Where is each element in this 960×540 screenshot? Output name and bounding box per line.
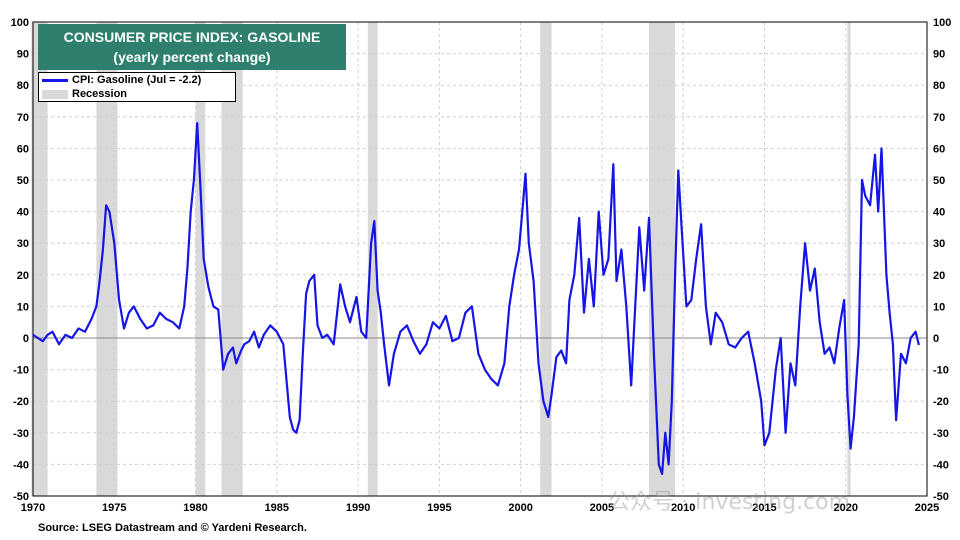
y-tick-label-right: -20 (933, 396, 949, 408)
chart-subtitle: (yearly percent change) (113, 49, 271, 65)
y-tick-label-left: 70 (17, 112, 29, 124)
watermark: 公众号 · Investing.com (608, 490, 851, 515)
y-tick-label-right: 10 (933, 301, 945, 313)
x-tick-label: 2000 (508, 502, 532, 514)
y-tick-label-left: 0 (23, 333, 29, 345)
y-tick-label-left: -50 (13, 491, 29, 503)
recession-shading (31, 22, 851, 496)
y-tick-label-right: 90 (933, 49, 945, 61)
y-tick-label-right: -30 (933, 428, 949, 440)
x-tick-label: 2020 (833, 502, 857, 514)
y-tick-label-left: 100 (11, 17, 29, 29)
y-tick-label-right: 0 (933, 333, 939, 345)
chart-title-box: CONSUMER PRICE INDEX: GASOLINE (yearly p… (38, 24, 346, 70)
chart-title: CONSUMER PRICE INDEX: GASOLINE (63, 29, 321, 45)
plot-frame (32, 21, 928, 497)
y-tick-label-left: -20 (13, 396, 29, 408)
series-layer (32, 121, 920, 475)
y-tick-label-left: 30 (17, 238, 29, 250)
recession-band-3 (221, 22, 243, 496)
source-note: Source: LSEG Datastream and © Yardeni Re… (38, 522, 307, 534)
y-tick-label-right: -40 (933, 459, 949, 471)
series-line-gasoline-cpi (32, 121, 920, 475)
legend-series-label: CPI: Gasoline (Jul = -2.2) (72, 74, 202, 86)
x-tick-label: 1995 (427, 502, 451, 514)
x-tick-label: 2015 (752, 502, 776, 514)
legend-line-swatch (42, 78, 68, 82)
x-tick-label: 1980 (183, 502, 207, 514)
legend-item-series: CPI: Gasoline (Jul = -2.2) (39, 73, 235, 87)
x-tick-label: 2005 (590, 502, 614, 514)
y-tick-label-left: 50 (17, 175, 29, 187)
recession-band-2 (195, 22, 206, 496)
y-tick-label-right: 80 (933, 80, 945, 92)
y-tick-label-right: 40 (933, 207, 945, 219)
y-tick-label-right: 50 (933, 175, 945, 187)
legend: CPI: Gasoline (Jul = -2.2) Recession (38, 72, 236, 102)
recession-band-4 (367, 22, 378, 496)
y-tick-label-left: 90 (17, 49, 29, 61)
y-tick-label-right: 70 (933, 112, 945, 124)
y-tick-label-left: -40 (13, 459, 29, 471)
y-tick-label-right: -50 (933, 491, 949, 503)
x-tick-label: 2010 (671, 502, 695, 514)
recession-band-7 (847, 22, 851, 496)
y-tick-label-right: 30 (933, 238, 945, 250)
recession-band-0 (31, 22, 48, 496)
x-tick-label: 1990 (346, 502, 370, 514)
x-tick-label: 1970 (21, 502, 45, 514)
x-tick-label: 2025 (915, 502, 939, 514)
y-tick-label-right: 20 (933, 270, 945, 282)
legend-recession-swatch (42, 89, 68, 99)
y-tick-label-left: 60 (17, 143, 29, 155)
y-tick-label-right: 100 (933, 17, 951, 29)
recession-band-5 (540, 22, 552, 496)
legend-item-recession: Recession (39, 87, 235, 101)
y-tick-label-right: 60 (933, 143, 945, 155)
y-tick-label-left: 40 (17, 207, 29, 219)
y-tick-label-left: -10 (13, 365, 29, 377)
x-tick-label: 1985 (265, 502, 289, 514)
y-tick-label-right: -10 (933, 365, 949, 377)
x-tick-label: 1975 (102, 502, 126, 514)
recession-band-1 (96, 22, 118, 496)
y-tick-label-left: 80 (17, 80, 29, 92)
y-tick-label-left: -30 (13, 428, 29, 440)
y-tick-label-left: 10 (17, 301, 29, 313)
y-tick-label-left: 20 (17, 270, 29, 282)
legend-recession-label: Recession (72, 88, 128, 100)
